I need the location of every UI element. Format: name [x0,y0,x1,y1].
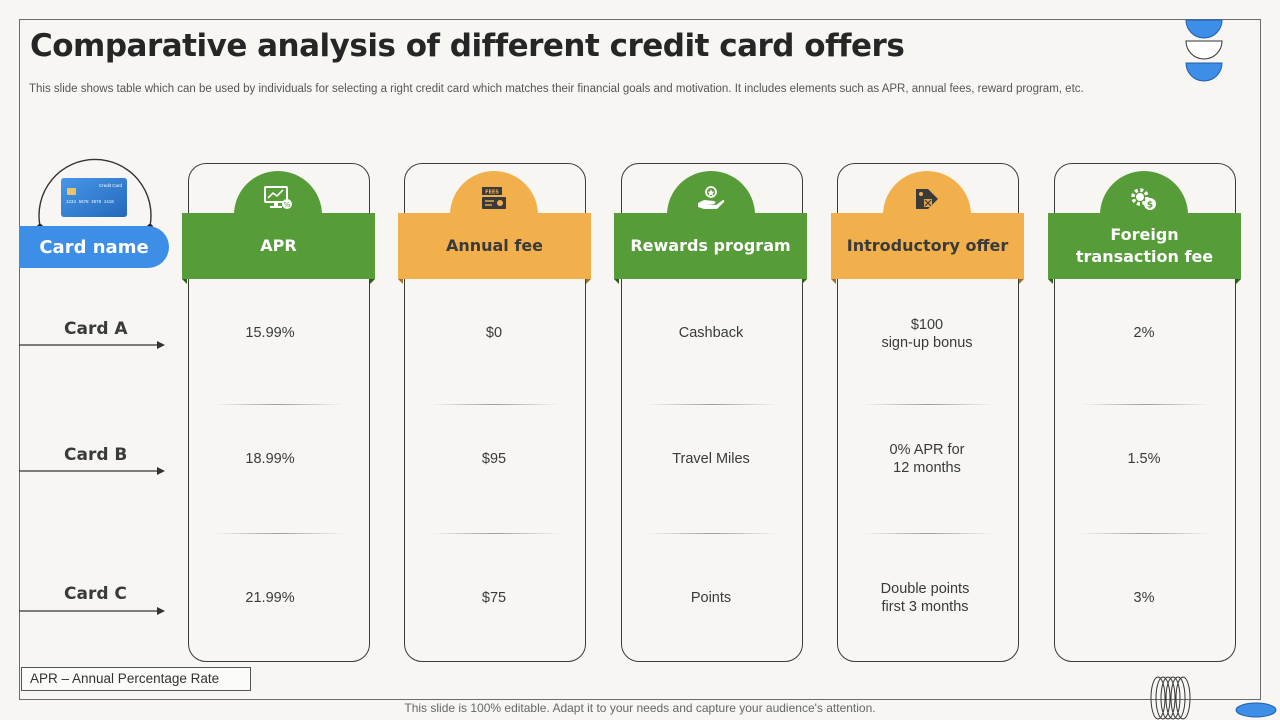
row-label-card-c: Card C [64,584,127,604]
row-divider [647,533,777,534]
cell-apr-card-b: 18.99% [245,451,295,467]
header-apr: APR [182,213,375,284]
svg-text:FEES: FEES [485,190,499,196]
svg-text:%: % [284,201,291,209]
apr-footnote: APR – Annual Percentage Rate [21,667,251,691]
header-rewards-program: Rewards program [614,213,807,284]
cell-apr-card-a: 15.99% [245,325,295,341]
cell-rewards-card-c: Points [690,590,732,606]
arrow-icon [19,341,165,349]
arrow-icon [19,467,165,475]
bottom-editable-note: This slide is 100% editable. Adapt it to… [404,701,876,715]
header-foreign-transaction-fee: Foreign transaction fee [1048,213,1241,284]
header-introductory-offer: Introductory offer [831,213,1024,284]
decorative-semicircles-icon [1185,19,1223,82]
cell-annual-fee-card-a: $0 [485,325,503,341]
cell-intro-offer-card-c: Double points first 3 months [880,581,970,615]
svg-text:1234 5678 3678 1418: 1234 5678 3678 1418 [66,201,114,205]
row-divider [863,404,993,405]
row-divider [430,533,560,534]
page-subtitle: This slide shows table which can be used… [29,83,1084,95]
cell-rewards-card-b: Travel Miles [672,451,750,467]
cell-apr-card-c: 21.99% [245,590,295,606]
card-name-header: Card name [19,226,169,268]
slide-frame [19,19,1261,700]
row-label-card-b: Card B [64,445,128,465]
cell-intro-offer-card-b: 0% APR for 12 months [889,442,965,476]
row-divider [1080,533,1210,534]
page-title: Comparative analysis of different credit… [30,28,905,64]
decorative-rings-icon [1150,676,1277,720]
row-divider [214,533,344,534]
row-divider [1080,404,1210,405]
row-divider [647,404,777,405]
cell-annual-fee-card-c: $75 [481,590,507,606]
cell-intro-offer-card-a: $100 sign-up bonus [881,317,973,351]
row-divider [863,533,993,534]
cell-foreign-fee-card-a: 2% [1133,325,1155,341]
cell-foreign-fee-card-b: 1.5% [1127,451,1161,467]
row-divider [430,404,560,405]
row-label-card-a: Card A [64,319,128,339]
row-divider [214,404,344,405]
cell-annual-fee-card-b: $95 [481,451,507,467]
header-annual-fee: Annual fee [398,213,591,284]
cell-rewards-card-a: Cashback [678,325,744,341]
arrow-icon [19,607,165,615]
svg-text:Credit Card: Credit Card [99,183,123,188]
svg-text:$: $ [1147,201,1153,211]
cell-foreign-fee-card-c: 3% [1133,590,1155,606]
